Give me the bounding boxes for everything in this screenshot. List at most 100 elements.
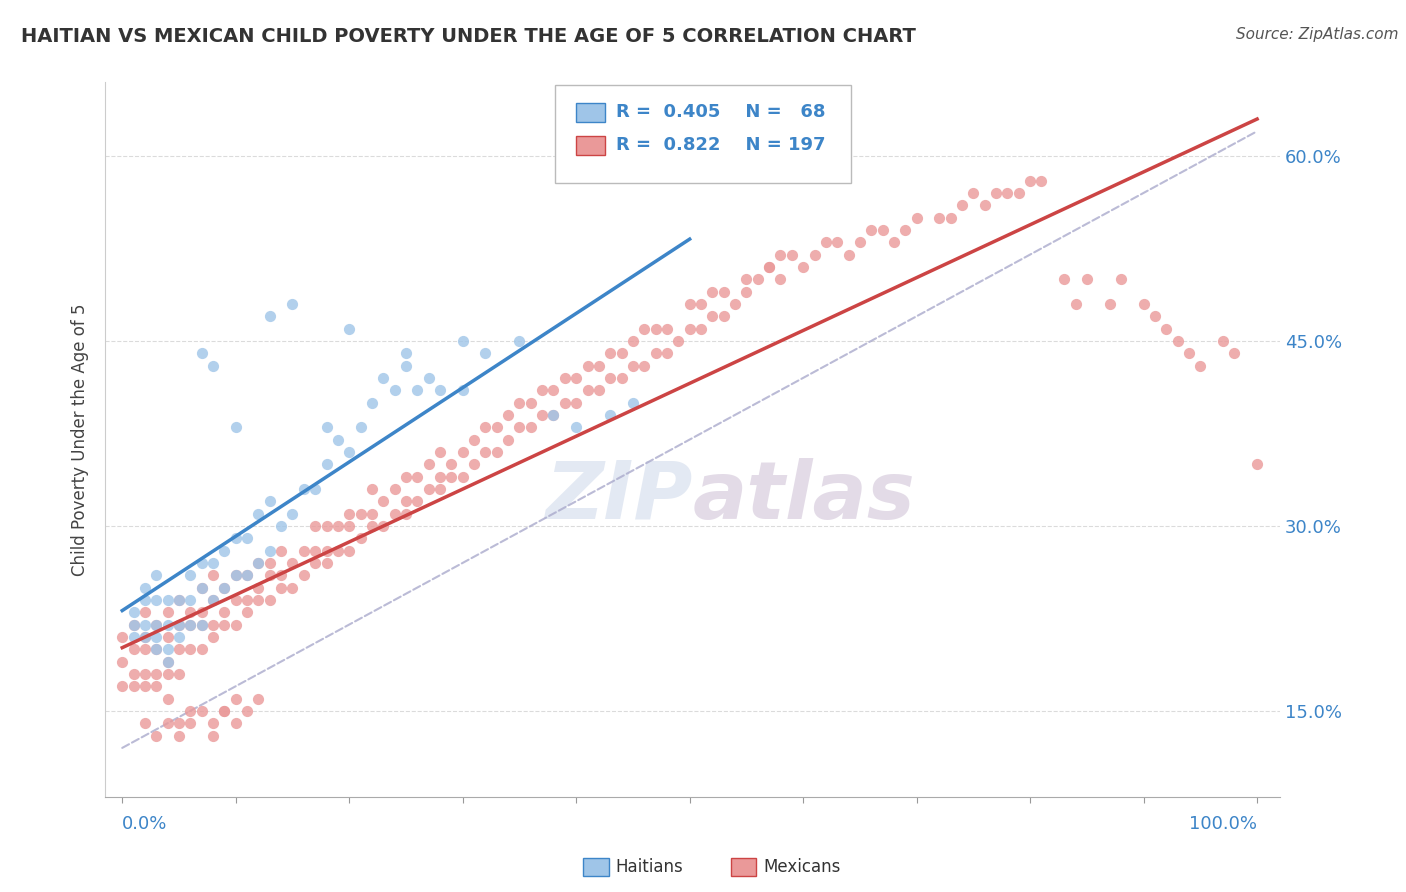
Point <box>292 568 315 582</box>
Point <box>962 186 984 200</box>
Point <box>145 593 167 607</box>
Point <box>633 359 655 373</box>
Point <box>202 593 225 607</box>
Point <box>179 716 201 731</box>
Point <box>315 519 337 533</box>
Point <box>928 211 950 225</box>
Point <box>134 605 156 619</box>
Point <box>1098 297 1121 311</box>
Point <box>145 617 167 632</box>
Point <box>111 655 134 669</box>
Point <box>588 359 610 373</box>
Point <box>440 469 463 483</box>
Point <box>167 617 190 632</box>
Point <box>349 420 371 434</box>
Point <box>156 593 179 607</box>
Point <box>406 469 429 483</box>
Point <box>167 630 190 644</box>
Point <box>1143 310 1166 324</box>
Point <box>145 642 167 657</box>
Y-axis label: Child Poverty Under the Age of 5: Child Poverty Under the Age of 5 <box>72 303 89 576</box>
Point <box>247 593 270 607</box>
Point <box>724 297 747 311</box>
Point <box>1019 173 1042 187</box>
Point <box>225 617 247 632</box>
Point <box>225 568 247 582</box>
Point <box>997 186 1019 200</box>
Point <box>122 630 145 644</box>
Point <box>292 482 315 496</box>
Point <box>134 581 156 595</box>
Point <box>508 420 530 434</box>
Point <box>247 556 270 570</box>
Point <box>202 593 225 607</box>
Point <box>134 617 156 632</box>
Point <box>973 198 995 212</box>
Point <box>202 630 225 644</box>
Point <box>156 605 179 619</box>
Point <box>315 556 337 570</box>
Point <box>214 543 236 558</box>
Point <box>610 346 633 360</box>
Point <box>395 346 418 360</box>
Point <box>496 408 519 422</box>
Point <box>1167 334 1189 348</box>
Point <box>1132 297 1154 311</box>
Point <box>225 691 247 706</box>
Point <box>373 519 395 533</box>
Point <box>713 285 735 299</box>
Point <box>225 531 247 545</box>
Point <box>849 235 872 250</box>
Point <box>247 556 270 570</box>
Point <box>214 581 236 595</box>
Point <box>122 679 145 693</box>
Point <box>599 408 621 422</box>
Point <box>395 494 418 508</box>
Text: ZIP: ZIP <box>546 458 693 536</box>
Point <box>122 642 145 657</box>
Point <box>179 568 201 582</box>
Point <box>190 605 212 619</box>
Point <box>202 729 225 743</box>
Point <box>202 617 225 632</box>
Point <box>702 310 724 324</box>
Point <box>1109 272 1132 286</box>
Point <box>145 642 167 657</box>
Point <box>247 581 270 595</box>
Point <box>474 445 496 459</box>
Point <box>418 482 440 496</box>
Point <box>644 346 666 360</box>
Point <box>134 666 156 681</box>
Point <box>373 371 395 385</box>
Point <box>247 691 270 706</box>
Point <box>156 617 179 632</box>
Point <box>236 531 259 545</box>
Point <box>145 729 167 743</box>
Point <box>134 593 156 607</box>
Point <box>122 666 145 681</box>
Point <box>259 593 281 607</box>
Point <box>156 716 179 731</box>
Point <box>406 494 429 508</box>
Point <box>225 593 247 607</box>
Point <box>304 519 326 533</box>
Point <box>259 310 281 324</box>
Point <box>418 457 440 471</box>
Point <box>735 285 758 299</box>
Point <box>145 617 167 632</box>
Point <box>236 605 259 619</box>
Point <box>384 507 406 521</box>
Point <box>655 321 678 335</box>
Point <box>281 556 304 570</box>
Point <box>429 383 451 397</box>
Point <box>361 395 384 409</box>
Point <box>270 519 292 533</box>
Text: 100.0%: 100.0% <box>1189 815 1257 833</box>
Point <box>337 507 360 521</box>
Point <box>463 433 485 447</box>
Point <box>134 630 156 644</box>
Point <box>747 272 769 286</box>
Point <box>156 655 179 669</box>
Point <box>576 359 599 373</box>
Point <box>984 186 1007 200</box>
